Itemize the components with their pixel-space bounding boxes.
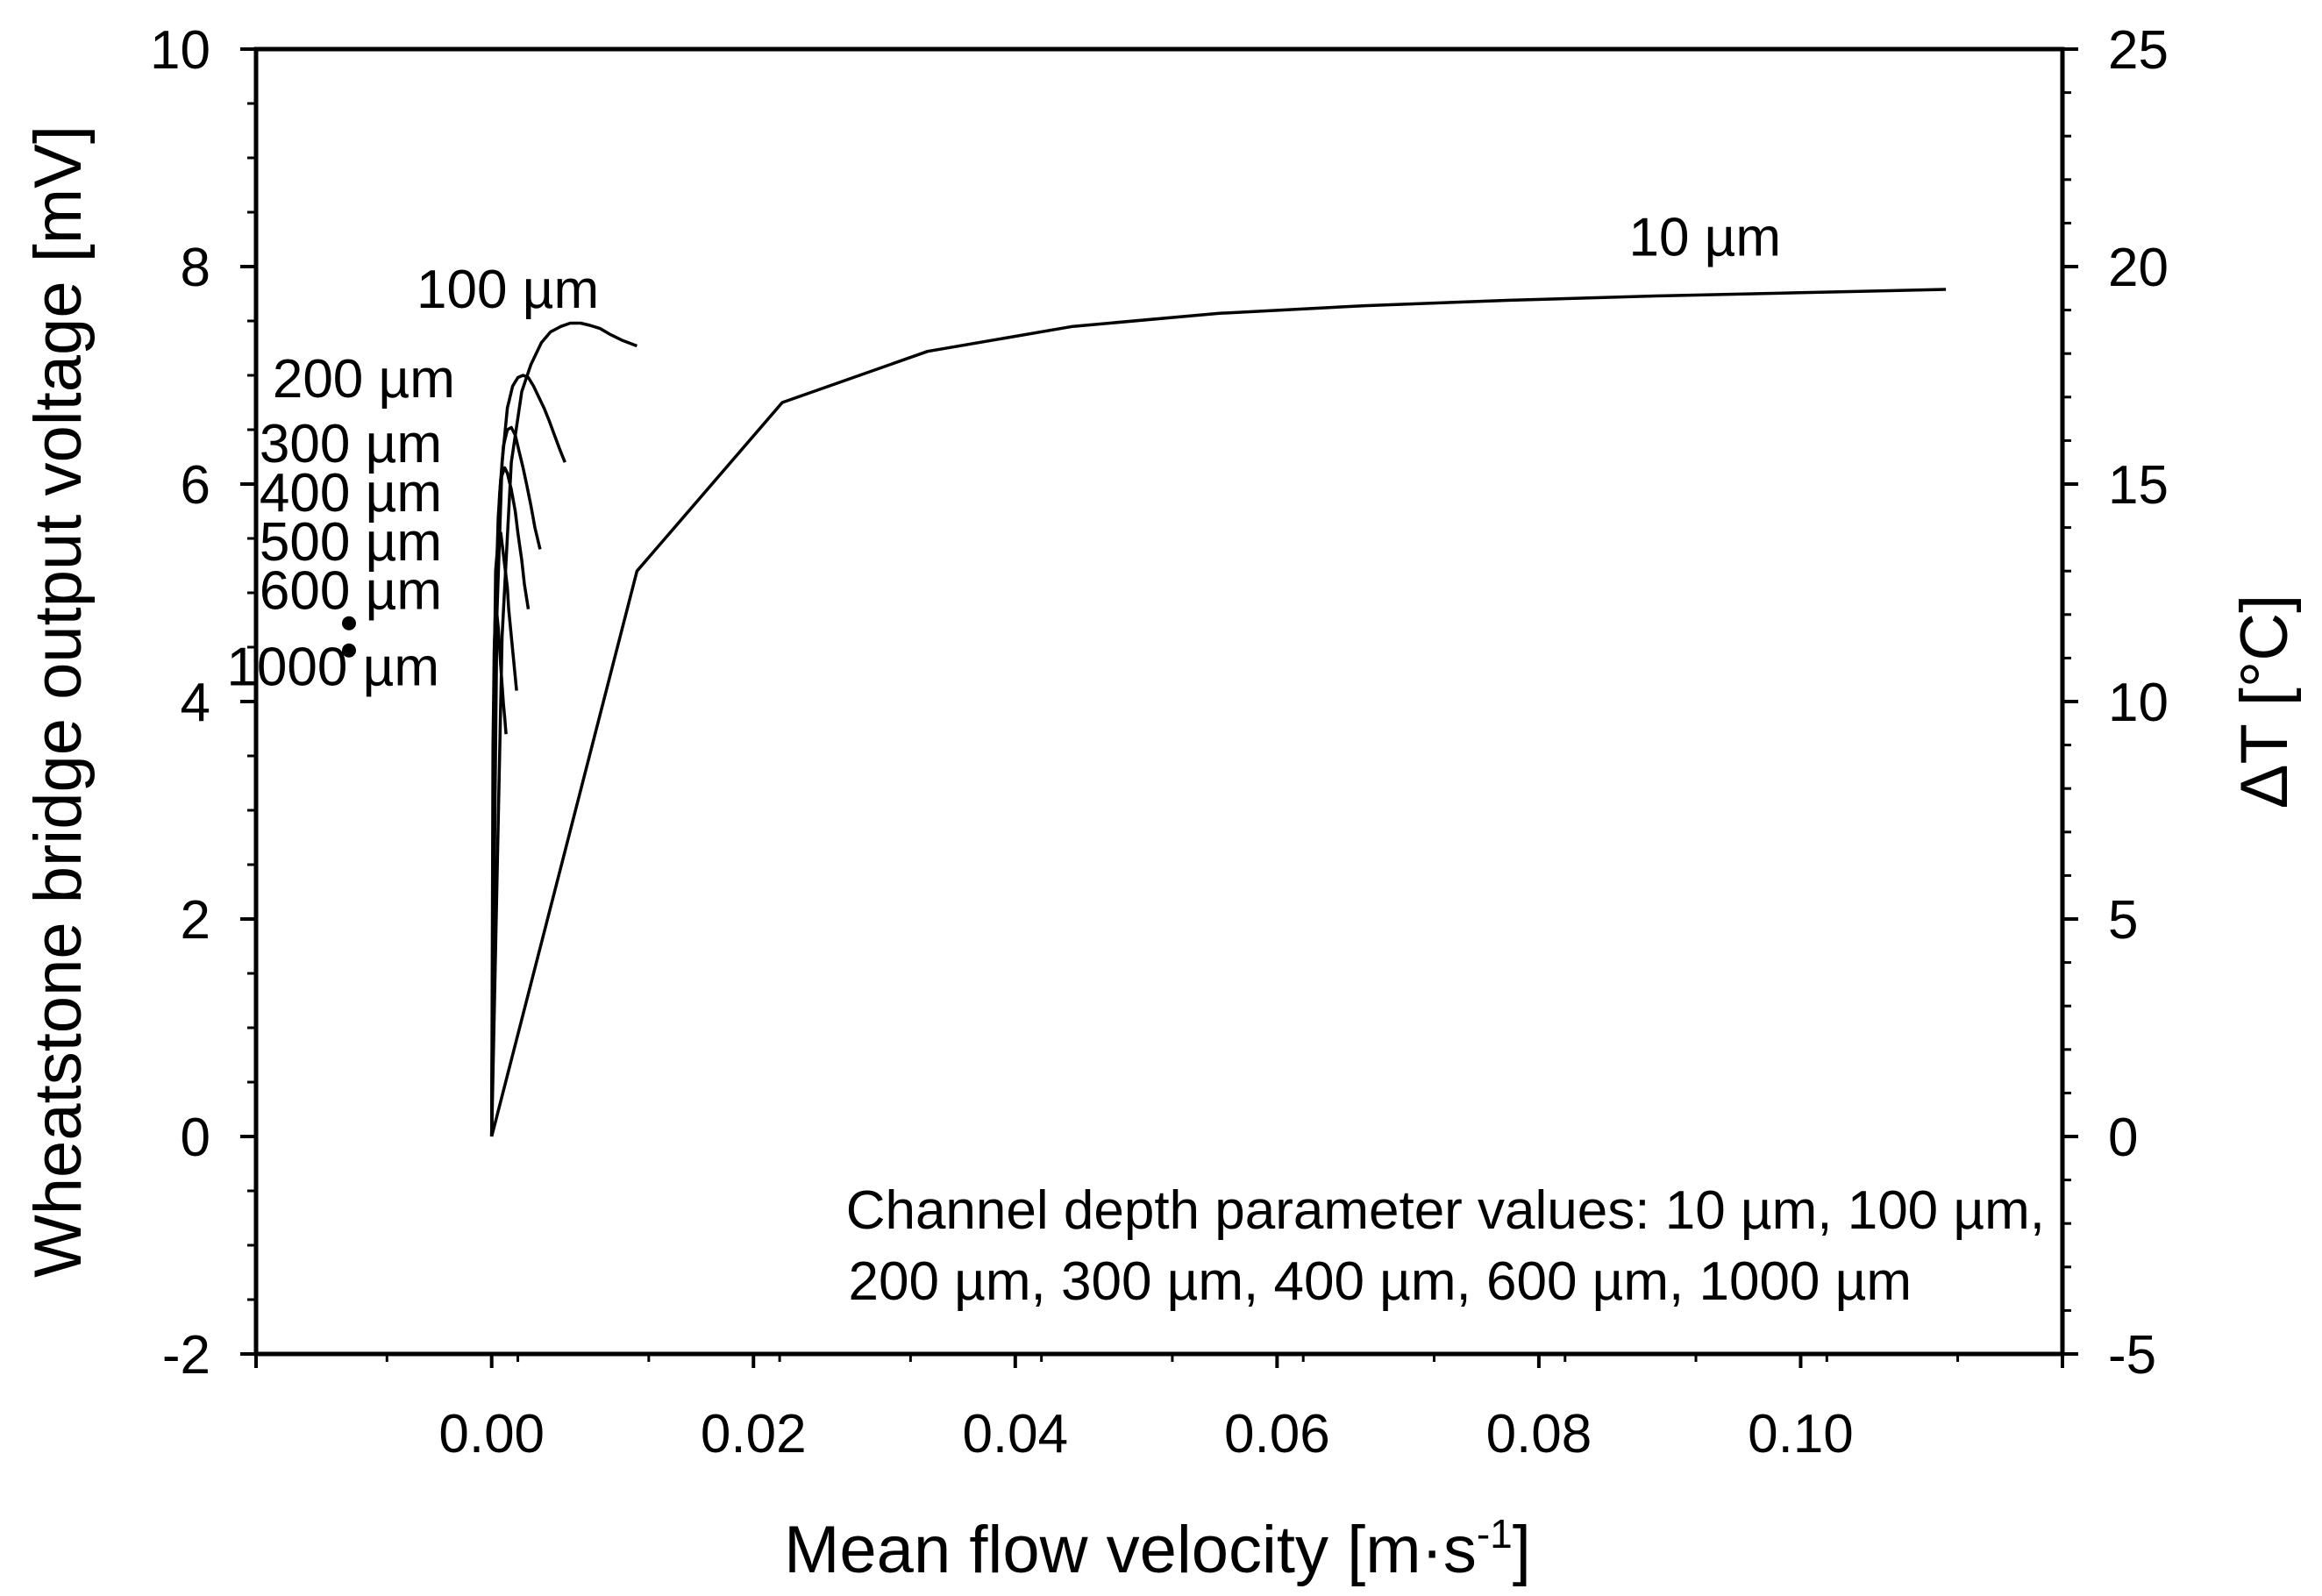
x-tick-label: 0.00	[438, 1404, 545, 1464]
y2-tick-labels: -5 0 5 10 15 20 25	[2108, 20, 2169, 1386]
series-label: 500 µm	[260, 512, 442, 573]
x-tick-label: 0.10	[1748, 1404, 1854, 1464]
series-lines	[489, 288, 1947, 1137]
label-dots	[341, 616, 356, 658]
y-tick-label: 4	[181, 673, 210, 733]
x-tick-label: 0.06	[1224, 1404, 1330, 1464]
x-tick-label: 0.02	[701, 1404, 807, 1464]
y-tick-label: -2	[162, 1325, 210, 1386]
label-dot	[341, 643, 356, 658]
y-tick-label: 6	[181, 455, 210, 516]
y2-tick-label: 20	[2108, 238, 2169, 298]
y2-tick-label: 10	[2108, 673, 2169, 733]
series-label: 200 µm	[273, 349, 455, 410]
series-label: 100 µm	[417, 260, 599, 320]
x-tick-label: 0.08	[1486, 1404, 1592, 1464]
x-tick-label: 0.04	[962, 1404, 1068, 1464]
y-tick-label: 0	[181, 1108, 210, 1168]
series-label: 400 µm	[260, 463, 442, 524]
y2-tick-label: 5	[2108, 890, 2138, 951]
y-tick-label: 8	[181, 238, 210, 298]
series-line-10-m	[490, 288, 1947, 1137]
series-label: 300 µm	[260, 414, 442, 474]
y2-axis-title: ΔT [°C]	[2227, 595, 2302, 809]
major-ticks	[240, 47, 2078, 1368]
x-axis-title: Mean flow velocity [m·s-1]	[784, 1511, 1531, 1587]
series-label: 600 µm	[260, 561, 442, 622]
series-line-100-m	[489, 321, 638, 1137]
y2-tick-label: -5	[2108, 1325, 2156, 1386]
y2-tick-label: 15	[2108, 455, 2169, 516]
minor-ticks	[247, 91, 2071, 1362]
y-tick-label: 2	[181, 890, 210, 951]
plot-frame	[253, 46, 2065, 1357]
y2-tick-label: 0	[2108, 1108, 2138, 1168]
label-dot	[341, 616, 356, 631]
series-line-600-m	[489, 531, 518, 1137]
x-tick-labels: 0.00 0.02 0.04 0.06 0.08 0.10	[438, 1404, 1853, 1464]
y2-tick-label: 25	[2108, 20, 2169, 81]
annotation-line-1: Channel depth parameter values: 10 µm, 1…	[846, 1180, 2045, 1241]
y-tick-label: 10	[150, 20, 210, 81]
annotation-line-2: 200 µm, 300 µm, 400 µm, 600 µm, 1000 µm	[849, 1251, 1912, 1312]
y-axis-title: Wheatstone bridge output voltage [mV]	[21, 125, 96, 1278]
series-line-1000-m	[489, 613, 508, 1137]
y-tick-labels: -2 0 2 4 6 8 10	[150, 20, 210, 1386]
series-label: 1000 µm	[226, 637, 439, 697]
series-label: 10 µm	[1628, 208, 1781, 268]
